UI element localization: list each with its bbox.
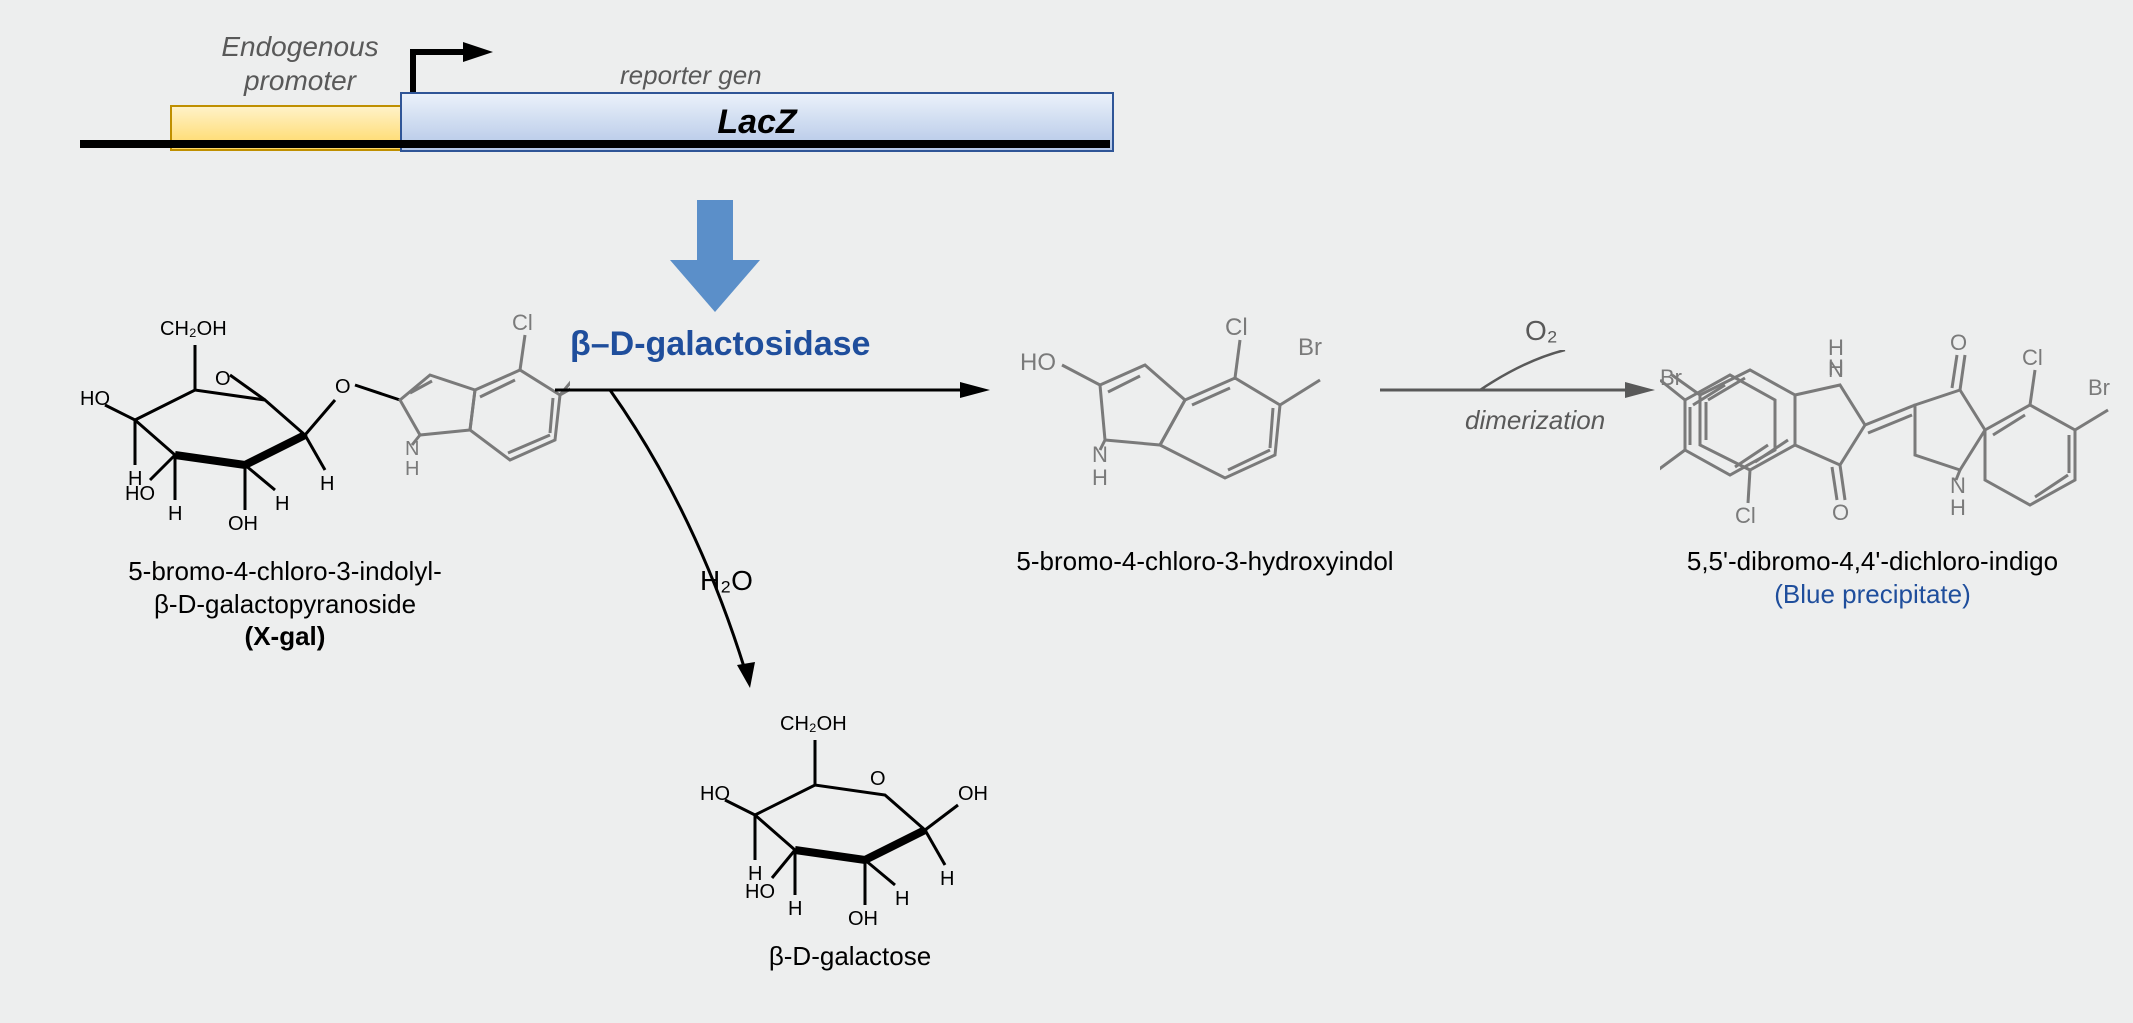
svg-text:H: H — [788, 898, 802, 920]
svg-text:O: O — [335, 376, 351, 398]
hydroxyindol-caption: 5-bromo-4-chloro-3-hydroxyindol — [995, 545, 1415, 578]
svg-text:H: H — [405, 458, 419, 480]
xgal-name-line1: 5-bromo-4-chloro-3-indolyl- — [128, 556, 442, 586]
reporter-gen-label: reporter gen — [620, 60, 762, 91]
svg-text:HO: HO — [1020, 349, 1056, 376]
galactose-name: β-D-galactose — [769, 941, 931, 971]
xgal-structure: O CH₂OH HO H H HO OH H H — [80, 285, 570, 545]
svg-text:OH: OH — [848, 908, 878, 930]
indigo-structure: H O O N H — [1660, 275, 2120, 535]
svg-text:HO: HO — [80, 388, 110, 410]
svg-text:H: H — [320, 473, 334, 495]
svg-text:Cl: Cl — [1735, 503, 1756, 528]
svg-text:HO: HO — [745, 881, 775, 903]
svg-text:N: N — [1092, 442, 1108, 467]
svg-text:O: O — [1950, 330, 1967, 355]
hydroxyindol-name: 5-bromo-4-chloro-3-hydroxyindol — [1016, 546, 1393, 576]
svg-text:N: N — [1828, 357, 1844, 382]
svg-text:OH: OH — [958, 783, 988, 805]
xgal-caption: 5-bromo-4-chloro-3-indolyl- β-D-galactop… — [85, 555, 485, 653]
svg-text:HO: HO — [125, 483, 155, 505]
svg-text:Br: Br — [2088, 375, 2110, 400]
galactose-caption: β-D-galactose — [720, 940, 980, 973]
galactose-structure: O CH₂OH HO H HO H OH H OH H — [700, 700, 1020, 930]
xgal-name-line3: (X-gal) — [245, 621, 326, 651]
oxygen-label: O₂ — [1525, 315, 1558, 347]
svg-text:CH₂OH: CH₂OH — [780, 713, 847, 735]
svg-text:O: O — [870, 768, 886, 790]
svg-text:Br: Br — [1298, 334, 1322, 361]
xgal-name-line2: β-D-galactopyranoside — [154, 589, 416, 619]
dimerization-label: dimerization — [1465, 405, 1605, 436]
indigo-name-line2: (Blue precipitate) — [1774, 579, 1971, 609]
svg-text:H: H — [940, 868, 954, 890]
svg-text:H: H — [275, 493, 289, 515]
svg-text:CH₂OH: CH₂OH — [160, 318, 227, 340]
water-label: H₂O — [700, 565, 753, 597]
svg-text:H: H — [168, 503, 182, 525]
svg-text:Br: Br — [1660, 365, 1682, 390]
svg-text:N: N — [405, 438, 419, 460]
svg-text:O: O — [1832, 500, 1849, 525]
svg-text:HO: HO — [700, 783, 730, 805]
svg-text:Cl: Cl — [2022, 345, 2043, 370]
promoter-label: Endogenouspromoter — [170, 30, 430, 97]
dna-track — [80, 140, 1110, 148]
enzyme-name: β–D-galactosidase — [570, 325, 870, 364]
svg-text:O: O — [215, 368, 231, 390]
diagram-canvas: Endogenouspromoter reporter gen LacZ β–D… — [0, 0, 2133, 1023]
svg-text:OH: OH — [228, 513, 258, 535]
svg-text:Cl: Cl — [512, 310, 533, 335]
reporter-gene-name: LacZ — [717, 103, 796, 142]
reaction-arrow-1 — [555, 380, 1005, 700]
svg-text:H: H — [1828, 335, 1844, 360]
svg-text:H: H — [1950, 495, 1966, 520]
svg-text:Cl: Cl — [1225, 314, 1248, 341]
svg-text:H: H — [895, 888, 909, 910]
indigo-name-line1: 5,5'-dibromo-4,4'-dichloro-indigo — [1687, 546, 2058, 576]
hydroxyindol-structure: HO N H Cl Br — [1020, 300, 1350, 530]
expression-arrow-icon — [670, 200, 760, 315]
svg-text:H: H — [1092, 465, 1108, 490]
indigo-caption: 5,5'-dibromo-4,4'-dichloro-indigo (Blue … — [1650, 545, 2095, 610]
